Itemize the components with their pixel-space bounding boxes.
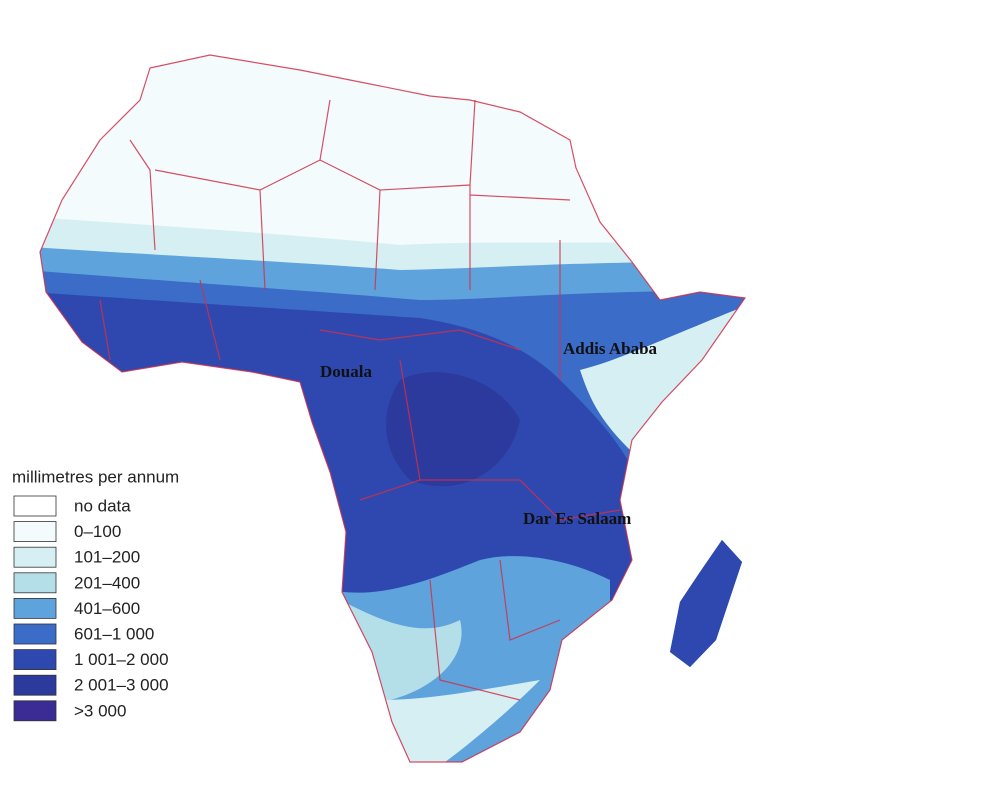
legend-swatch: [13, 546, 57, 568]
legend: no data 0–100 101–200 201–400 401–600 601–1 0…: [13, 495, 169, 722]
legend-swatch: [13, 674, 57, 696]
legend-label: 401–600: [74, 599, 140, 618]
city-label: Dar Es Salaam: [523, 509, 631, 528]
legend-swatch: [13, 623, 57, 645]
legend-label: 601–1 000: [74, 624, 154, 643]
legend-swatch: [13, 700, 57, 722]
legend-label: 0–100: [74, 522, 121, 541]
city-label: Douala: [320, 362, 372, 381]
city-label: Addis Ababa: [563, 339, 658, 358]
legend-label: >3 000: [74, 701, 126, 720]
legend-swatch: [13, 495, 57, 517]
legend-label: 101–200: [74, 548, 140, 567]
legend-label: 1 001–2 000: [74, 650, 169, 669]
city-labels: Douala Addis Ababa Dar Es Salaam: [320, 339, 658, 528]
legend-label: no data: [74, 496, 131, 515]
legend-label: 2 001–3 000: [74, 676, 169, 695]
legend-swatch: [13, 649, 57, 670]
legend-swatch: [13, 598, 57, 619]
legend-swatch: [13, 572, 57, 594]
legend-swatch: [13, 521, 57, 542]
legend-title: millimetres per annum: [12, 467, 179, 486]
legend-label: 201–400: [74, 573, 140, 592]
country-borders: [39, 54, 747, 763]
